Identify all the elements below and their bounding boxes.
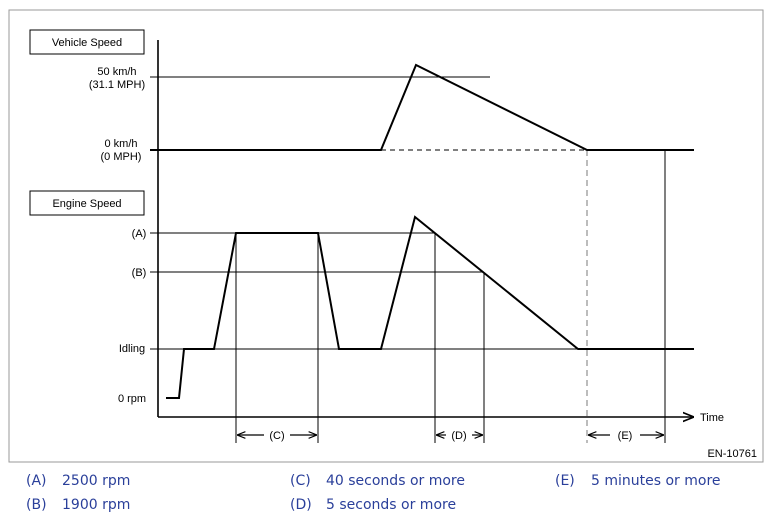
legend-text-e: 5 minutes or more (591, 473, 721, 489)
legend-code-e: (E) (555, 473, 575, 489)
vehicle-speed-title-box (29, 29, 145, 55)
interval-markers (235, 150, 666, 443)
vehicle-level-50-label: 50 km/h (97, 66, 136, 78)
engine-speed-trace (166, 215, 694, 399)
legend-item-c: (C) 40 seconds or more (290, 473, 465, 489)
legend-code-b: (B) (26, 497, 47, 513)
legend-text-c: 40 seconds or more (326, 473, 465, 489)
legend-code-d: (D) (290, 497, 312, 513)
engine-speed-title-box (29, 190, 145, 216)
legend-item-a: (A) 2500 rpm (26, 473, 130, 489)
diagram-frame (8, 9, 764, 463)
vehicle-level-0-label: 0 km/h (104, 138, 137, 150)
engine-level-idle-label: Idling (119, 343, 145, 355)
interval-c-label: (C) (269, 430, 284, 442)
legend-code-c: (C) (290, 473, 311, 489)
vehicle-speed-trace (150, 63, 694, 151)
legend-item-b: (B) 1900 rpm (26, 497, 130, 513)
time-axis-label: Time (700, 412, 724, 424)
legend-text-a: 2500 rpm (62, 473, 131, 489)
vehicle-level-50-mph-label: (31.1 MPH) (89, 79, 145, 91)
engine-level-a-label: (A) (132, 228, 147, 240)
interval-d-label: (D) (451, 430, 466, 442)
legend-item-e: (E) 5 minutes or more (555, 473, 721, 489)
engine-level-zero-label: 0 rpm (118, 393, 146, 405)
legend-text-b: 1900 rpm (62, 497, 131, 513)
legend-item-d: (D) 5 seconds or more (290, 497, 456, 513)
interval-e-label: (E) (618, 430, 633, 442)
vehicle-level-0-mph-label: (0 MPH) (101, 151, 142, 163)
engine-level-b-label: (B) (132, 267, 147, 279)
engine-speed-title: Engine Speed (52, 198, 121, 210)
legend-code-a: (A) (26, 473, 47, 489)
vehicle-speed-title: Vehicle Speed (52, 37, 122, 49)
figure-id: EN-10761 (707, 448, 757, 460)
legend-text-d: 5 seconds or more (326, 497, 457, 513)
